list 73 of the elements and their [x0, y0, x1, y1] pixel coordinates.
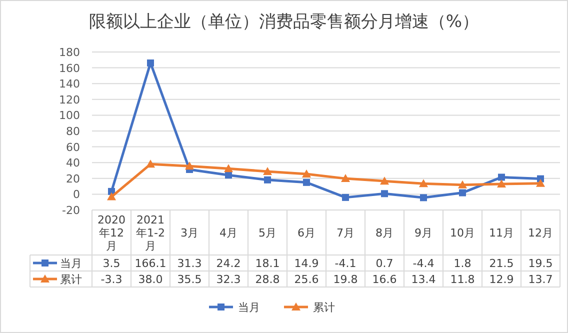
y-tick-label: 180: [59, 46, 80, 59]
x-tick-label: 3月: [180, 226, 198, 240]
y-tick-label: 120: [59, 93, 80, 106]
point: [459, 189, 466, 196]
y-tick-label: 40: [66, 156, 80, 170]
data-label: 38.0: [138, 273, 163, 286]
data-label: 25.6: [294, 273, 319, 286]
legend-label: 当月: [60, 257, 82, 270]
x-tick-label: 9月: [414, 226, 432, 240]
point: [264, 176, 271, 184]
y-tick-label: 0: [73, 188, 80, 202]
point: [263, 166, 272, 175]
x-tick-label: 11月: [489, 226, 514, 240]
point: [303, 178, 310, 186]
y-tick-label: 20: [66, 172, 80, 186]
x-tick-label: 8月: [376, 226, 394, 240]
data-label: 32.3: [216, 273, 241, 286]
legend-label: 累计: [60, 273, 82, 286]
point: [536, 178, 545, 187]
x-tick-label: 10月: [450, 226, 475, 240]
data-label: 13.7: [528, 273, 553, 286]
data-label: 16.6: [372, 273, 397, 286]
data-label: -3.3: [100, 273, 122, 286]
point: [341, 174, 350, 182]
data-label: 28.8: [255, 273, 280, 286]
point: [107, 192, 116, 200]
y-tick-label: 60: [66, 140, 80, 154]
data-label: 18.1: [255, 257, 280, 270]
data-label: 0.7: [376, 257, 394, 270]
data-label: -4.1: [334, 257, 356, 270]
point: [146, 160, 155, 168]
y-tick-label: 160: [59, 62, 80, 75]
point: [381, 190, 388, 198]
data-label: 31.3: [177, 257, 202, 270]
data-label: 3.5: [102, 257, 120, 270]
point: [458, 180, 467, 188]
data-label: -4.4: [412, 257, 434, 270]
point: [342, 194, 349, 201]
point: [302, 169, 311, 178]
x-tick-label: 7月: [336, 226, 354, 240]
x-tick-label: 4月: [220, 226, 238, 240]
point: [147, 59, 154, 66]
text: 当月: [238, 301, 260, 314]
point: [225, 172, 232, 179]
data-label: 21.5: [489, 257, 514, 270]
data-label: 13.4: [411, 273, 436, 286]
y-tick-label: 100: [59, 109, 80, 122]
x-tick-label: 2021年1-2月: [136, 214, 165, 252]
point: [380, 176, 389, 185]
data-label: 19.8: [333, 273, 358, 286]
data-label: 166.1: [134, 257, 166, 270]
point: [498, 174, 505, 181]
x-tick-label: 12月: [528, 226, 553, 240]
x-tick-label: 2020年12月: [98, 214, 126, 252]
point: [419, 179, 428, 188]
point: [224, 164, 233, 172]
data-label: 1.8: [454, 257, 472, 270]
data-label: 14.9: [294, 257, 319, 270]
y-tick-label: 80: [66, 125, 80, 138]
data-label: 12.9: [489, 273, 514, 286]
chart-title: 限额以上企业（单位）消费品零售额分月增速（%）: [88, 12, 480, 32]
y-tick-label: -20: [62, 204, 80, 217]
x-tick-label: 6月: [298, 226, 316, 240]
x-tick-label: 5月: [258, 226, 276, 240]
y-tick-label: 140: [59, 78, 80, 91]
text: 累计: [313, 301, 335, 314]
data-label: 11.8: [450, 273, 475, 286]
data-label: 19.5: [528, 257, 553, 270]
data-label: 24.2: [216, 257, 241, 270]
point: [420, 194, 427, 202]
data-label: 35.5: [177, 273, 202, 286]
point: [497, 180, 506, 188]
point: [185, 162, 194, 170]
